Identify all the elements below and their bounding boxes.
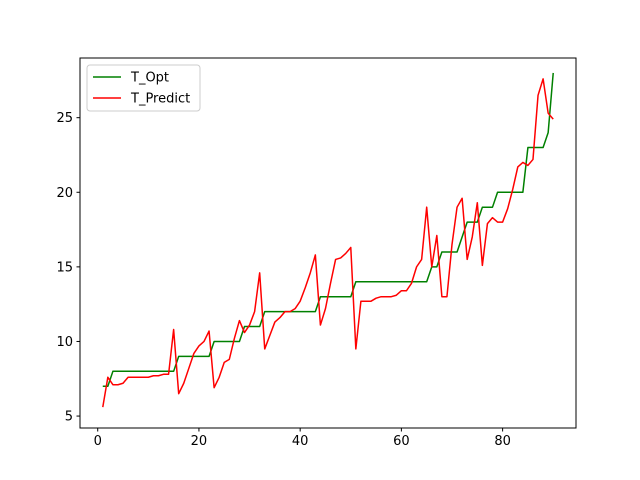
legend-label-t-opt: T_Opt <box>130 71 169 86</box>
x-tick-label: 0 <box>94 434 102 449</box>
series-line-t-opt <box>102 72 554 387</box>
legend-label-t-predict: T_Predict <box>130 92 190 107</box>
y-tick-label: 20 <box>56 186 73 201</box>
series-line-t-predict <box>102 78 554 408</box>
y-tick-label: 15 <box>56 260 73 275</box>
axes-frame <box>79 57 577 429</box>
x-axis: 0 20 40 60 80 <box>94 428 511 449</box>
x-tick-label: 80 <box>494 434 511 449</box>
y-axis: 5 10 15 20 25 <box>56 111 80 425</box>
x-tick-label: 40 <box>292 434 309 449</box>
plot-area <box>102 72 554 408</box>
legend: T_Opt T_Predict <box>86 64 201 112</box>
y-tick-label: 5 <box>65 410 73 425</box>
x-tick-label: 20 <box>191 434 208 449</box>
y-tick-label: 10 <box>56 335 73 350</box>
x-tick-label: 60 <box>393 434 410 449</box>
y-tick-label: 25 <box>56 111 73 126</box>
